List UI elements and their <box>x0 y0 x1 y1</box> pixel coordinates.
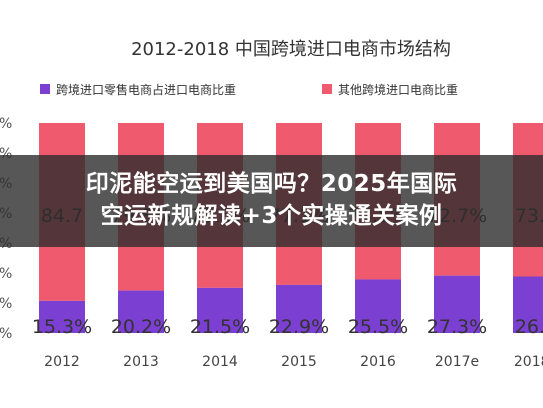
data-label-retail-2012: 15.3% <box>32 316 92 338</box>
headline-line-2: 空运新规解读+3个实操通关案例 <box>100 203 443 229</box>
x-tick-label-2015: 2015 <box>281 354 317 370</box>
chart-title: 2012-2018 中国跨境进口电商市场结构 <box>131 39 451 60</box>
data-label-retail-2018e: 26.9 <box>515 316 543 338</box>
headline-banner: 印泥能空运到美国吗？2025年国际 空运新规解读+3个实操通关案例 <box>0 155 543 247</box>
data-label-retail-2017e: 27.3% <box>427 316 487 338</box>
legend-item-retail: 跨境进口零售电商占进口电商比重 <box>56 82 236 97</box>
data-label-retail-2014: 21.5% <box>190 316 250 338</box>
data-label-retail-2013: 20.2% <box>111 316 171 338</box>
x-tick-label-2014: 2014 <box>202 354 238 370</box>
y-tick-label-7: % <box>0 326 12 342</box>
legend-swatch-0 <box>40 84 50 94</box>
legend-item-other: 其他跨境进口电商比重 <box>338 82 458 97</box>
legend-swatch-1 <box>322 84 332 94</box>
y-tick-label-6: % <box>0 296 12 312</box>
x-tick-label-2016: 2016 <box>360 354 396 370</box>
bar-retail-2012 <box>39 300 85 333</box>
x-tick-label-2018e: 2018e <box>514 354 543 370</box>
data-label-retail-2016: 25.5% <box>348 316 408 338</box>
headline-line-1: 印泥能空运到美国吗？2025年国际 <box>85 171 458 197</box>
x-tick-label-2013: 2013 <box>123 354 159 370</box>
bar-retail-2018e <box>513 276 543 333</box>
x-tick-label-2017e: 2017e <box>435 354 479 370</box>
bar-retail-2013 <box>118 290 164 333</box>
bar-retail-2015 <box>276 284 322 333</box>
bar-retail-2016 <box>355 279 401 333</box>
x-tick-label-2012: 2012 <box>44 354 80 370</box>
bar-retail-2014 <box>197 287 243 333</box>
y-tick-label-0: % <box>0 116 12 132</box>
bar-retail-2017e <box>434 275 480 333</box>
y-tick-label-5: % <box>0 266 12 282</box>
data-label-retail-2015: 22.9% <box>269 316 329 338</box>
